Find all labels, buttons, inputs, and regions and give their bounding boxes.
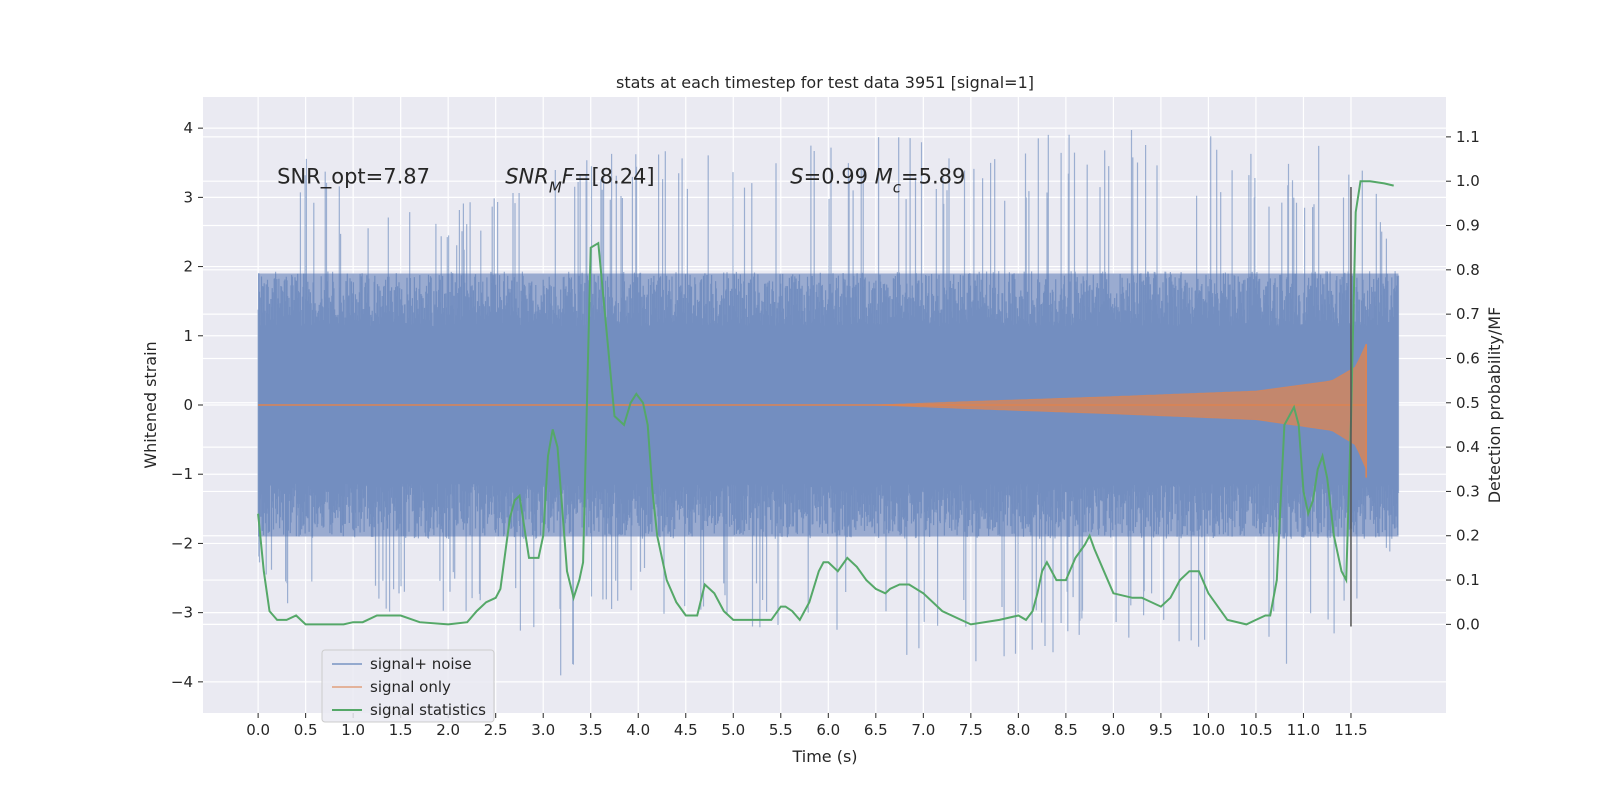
y-right-tick-label: 0.2 [1456, 527, 1480, 545]
x-tick-label: 4.0 [626, 721, 650, 739]
x-tick-label: 3.0 [531, 721, 555, 739]
annotation-part: M [549, 179, 562, 197]
annotation: SNRMF=[8.24] [505, 165, 654, 197]
x-tick-label: 10.0 [1192, 721, 1225, 739]
y-right-tick-label: 0.7 [1456, 305, 1480, 323]
y-right-tick-label: 0.8 [1456, 261, 1480, 279]
x-axis-label: Time (s) [791, 747, 857, 766]
annotation-part: M [875, 165, 893, 189]
x-tick-label: 8.0 [1006, 721, 1030, 739]
y-right-tick-label: 1.0 [1456, 172, 1480, 190]
y-left-tick-label: 3 [183, 188, 193, 206]
x-tick-label: 2.0 [436, 721, 460, 739]
annotation-part: =5.89 [901, 165, 965, 189]
y-right-tick-label: 0.0 [1456, 615, 1480, 633]
x-tick-label: 11.5 [1334, 721, 1367, 739]
y-left-tick-label: 1 [183, 327, 193, 345]
y-axis-right: 0.0 0.1 0.2 0.3 0.4 0.5 0.6 0.7 0.8 0.9 1.0 1.1 [1446, 128, 1480, 633]
y-right-tick-label: 0.6 [1456, 349, 1480, 367]
y-right-tick-label: 1.1 [1456, 128, 1480, 146]
x-tick-label: 3.5 [579, 721, 603, 739]
x-tick-label: 11.0 [1287, 721, 1320, 739]
annotation: S=0.99 Mc=5.89 [790, 165, 965, 197]
x-tick-label: 9.5 [1149, 721, 1173, 739]
y-left-tick-label: 2 [183, 258, 193, 276]
y-right-tick-label: 0.4 [1456, 438, 1480, 456]
x-tick-label: 6.0 [816, 721, 840, 739]
annotation-part: =[8.24] [574, 165, 655, 189]
annotation-part: SNR_opt=7.87 [277, 165, 430, 190]
legend-box [321, 649, 495, 723]
annotation-part: SNR [505, 165, 549, 189]
y-axis-left: −4 −3 −2 −1 0 1 2 3 4 [171, 119, 203, 691]
x-tick-label: 7.5 [959, 721, 983, 739]
y-axis-right-label: Detection probability/MF [1485, 307, 1504, 504]
x-tick-label: 5.0 [721, 721, 745, 739]
x-tick-label: 1.0 [341, 721, 365, 739]
legend: signal+ noise signal only signal statistic… [321, 649, 495, 723]
x-tick-label: 5.5 [769, 721, 793, 739]
y-axis-left-label: Whitened strain [141, 341, 160, 468]
x-tick-label: 10.5 [1239, 721, 1272, 739]
annotation-part: =0.99 [804, 165, 875, 189]
legend-label: signal statistics [370, 701, 486, 719]
y-right-tick-label: 0.1 [1456, 571, 1480, 589]
x-tick-label: 9.0 [1101, 721, 1125, 739]
x-tick-label: 6.5 [864, 721, 888, 739]
x-tick-label: 7.0 [911, 721, 935, 739]
y-left-tick-label: 4 [183, 119, 193, 137]
statistics-line [257, 180, 1394, 626]
y-left-tick-label: −2 [171, 534, 193, 552]
y-right-tick-label: 0.3 [1456, 482, 1480, 500]
x-tick-label: 4.5 [674, 721, 698, 739]
y-left-tick-label: 0 [183, 396, 193, 414]
y-left-tick-label: −3 [171, 604, 193, 622]
legend-label: signal+ noise [370, 655, 472, 673]
signal-only-series [258, 343, 1367, 478]
x-tick-label: 8.5 [1054, 721, 1078, 739]
y-right-tick-label: 0.9 [1456, 217, 1480, 235]
x-tick-label: 2.5 [484, 721, 508, 739]
annotation-part: F [562, 165, 575, 189]
y-right-tick-label: 0.5 [1456, 394, 1480, 412]
annotation-part: S [790, 165, 803, 189]
chart-title: stats at each timestep for test data 395… [616, 73, 1034, 92]
legend-label: signal only [370, 678, 451, 696]
y-left-tick-label: −1 [171, 465, 193, 483]
annotations: SNR_opt=7.87 SNRMF=[8.24] S=0.99 Mc=5.89 [277, 165, 965, 197]
x-tick-label: 1.5 [389, 721, 413, 739]
x-tick-label: 0.5 [294, 721, 318, 739]
annotation-part: c [893, 179, 902, 197]
y-left-tick-label: −4 [171, 673, 193, 691]
annotation: SNR_opt=7.87 [277, 165, 430, 190]
signal-statistics-series [257, 180, 1394, 626]
x-axis: 0.0 0.5 1.0 1.5 2.0 2.5 3.0 3.5 4.0 4.5 5.0 5.5 6.0 6… [246, 713, 1368, 739]
x-tick-label: 0.0 [246, 721, 270, 739]
